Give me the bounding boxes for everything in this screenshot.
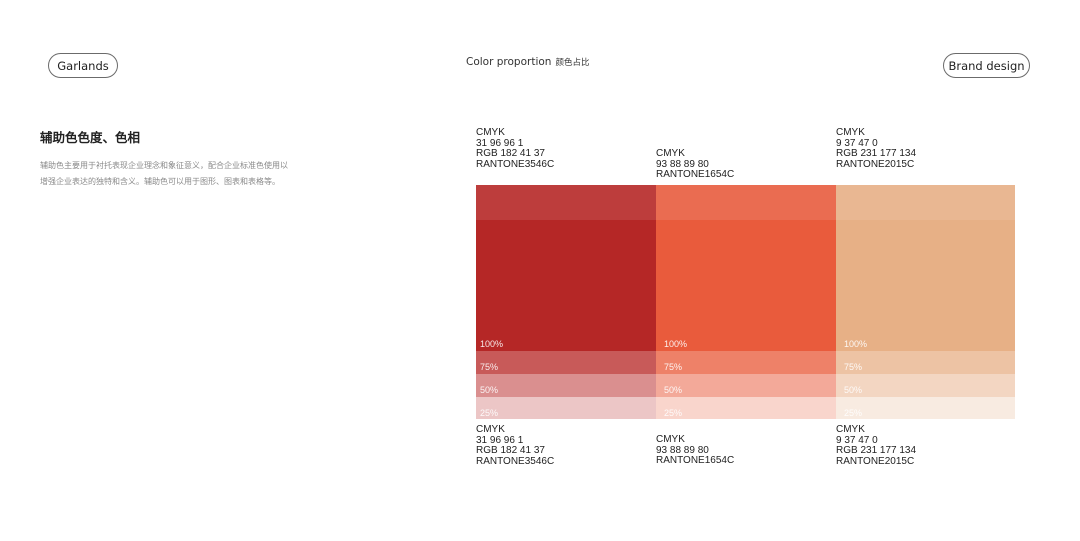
color-3-pct-75: 75%	[844, 362, 863, 372]
color-2-swatch-50	[656, 374, 836, 397]
color-1-bottom-line: 31 96 96 1	[476, 434, 524, 446]
color-3-swatch-75	[836, 351, 1015, 374]
section-title: 辅助色色度、色相	[40, 130, 141, 145]
color-1-bottom-line: CMYK	[476, 424, 505, 435]
header-title: Color proportion	[466, 56, 552, 68]
header-subtitle: 颜色占比	[555, 58, 590, 68]
color-1-pct-50: 50%	[480, 385, 499, 395]
color-3-top-line: CMYK	[836, 127, 865, 138]
color-3-pct-25: 25%	[844, 408, 863, 418]
color-2-bottom-line: 93 88 89 80	[656, 444, 709, 456]
color-3-bottom-info: CMYK 9 37 47 0 RGB 231 177 134 RANTONE20…	[836, 424, 917, 467]
color-3-top-line: RANTONE2015C	[836, 158, 915, 170]
color-3-pct-100: 100%	[844, 339, 868, 349]
garlands-label: Garlands	[48, 53, 118, 78]
color-1-bottom-info: CMYK 31 96 96 1 RGB 182 41 37 RANTONE354…	[476, 424, 555, 467]
color-2-bottom-line: CMYK	[656, 434, 685, 445]
color-2-top-info: CMYK 93 88 89 80 RANTONE1654C	[656, 148, 735, 181]
color-3-bottom-line: RANTONE2015C	[836, 455, 915, 467]
section-description: 辅助色主要用于衬托表现企业理念和象征意义，配合企业标准色使用以增强企业表达的独特…	[40, 161, 288, 186]
color-1-pct-75: 75%	[480, 362, 499, 372]
color-2-top-line: CMYK	[656, 148, 685, 159]
color-2-top-line: RANTONE1654C	[656, 169, 735, 181]
color-1-top-line: RANTONE3546C	[476, 158, 555, 170]
brand-design-label: Brand design	[943, 53, 1030, 78]
color-2-swatch-100	[656, 220, 836, 351]
color-2-bottom-line: RANTONE1654C	[656, 455, 735, 467]
color-3-top-band	[836, 185, 1015, 220]
color-3-pct-50: 50%	[844, 385, 863, 395]
color-3-top-line: RGB 231 177 134	[836, 148, 917, 160]
color-2-pct-100: 100%	[664, 339, 688, 349]
color-2-bottom-info: CMYK 93 88 89 80 RANTONE1654C	[656, 434, 735, 467]
color-3-swatch-50	[836, 374, 1015, 397]
color-3-bottom-line: 9 37 47 0	[836, 434, 878, 446]
color-1-bottom-line: RANTONE3546C	[476, 455, 555, 467]
color-1-swatch-75	[476, 351, 656, 374]
color-3-top-info: CMYK 9 37 47 0 RGB 231 177 134 RANTONE20…	[836, 127, 917, 170]
color-2-swatch-25	[656, 397, 836, 419]
color-2-pct-50: 50%	[664, 385, 683, 395]
color-1-swatch-50	[476, 374, 656, 397]
color-2-top-band	[656, 185, 836, 220]
color-2-top-line: 93 88 89 80	[656, 158, 709, 170]
color-3-top-line: 9 37 47 0	[836, 137, 878, 149]
color-1-bottom-line: RGB 182 41 37	[476, 445, 545, 457]
color-1-top-band	[476, 185, 656, 220]
color-1-pct-25: 25%	[480, 408, 499, 418]
color-3-bottom-line: CMYK	[836, 424, 865, 435]
color-3-bottom-line: RGB 231 177 134	[836, 445, 917, 457]
color-1-top-line: 31 96 96 1	[476, 137, 524, 149]
color-3-swatch-100	[836, 220, 1015, 351]
color-2-pct-25: 25%	[664, 408, 683, 418]
color-1-top-line: CMYK	[476, 127, 505, 138]
color-1-swatch-100	[476, 220, 656, 351]
color-2-swatch-75	[656, 351, 836, 374]
color-1-top-line: RGB 182 41 37	[476, 148, 545, 160]
color-3-swatch-25	[836, 397, 1015, 419]
color-1-top-info: CMYK 31 96 96 1 RGB 182 41 37 RANTONE354…	[476, 127, 555, 170]
page-header: Color proportion 颜色占比	[466, 56, 589, 68]
color-2-pct-75: 75%	[664, 362, 683, 372]
color-1-swatch-25	[476, 397, 656, 419]
color-1-pct-100: 100%	[480, 339, 504, 349]
